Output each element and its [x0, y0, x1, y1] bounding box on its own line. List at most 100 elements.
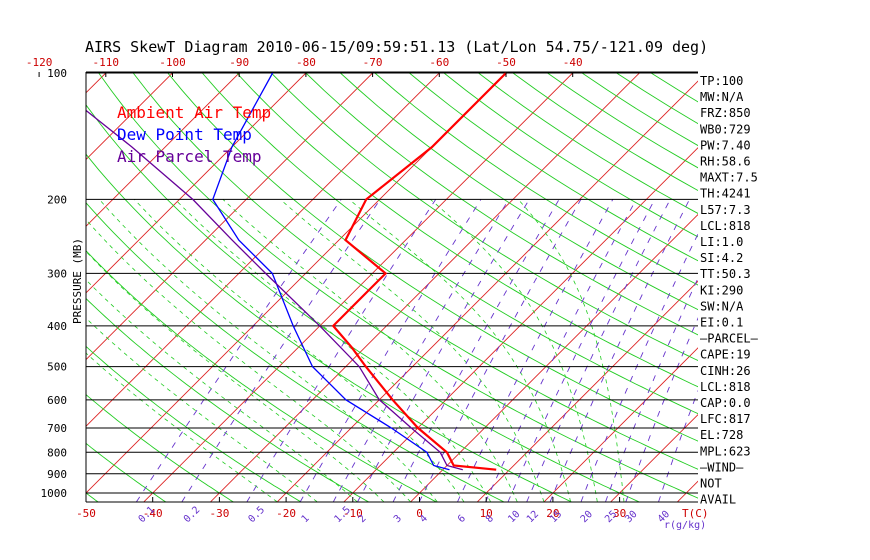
- pressure-tick-label: 100: [47, 67, 67, 80]
- mixing-ratio-line: [580, 232, 698, 502]
- dry-adiabat-line: [97, 72, 698, 499]
- mixing-ratio-line: [357, 199, 530, 502]
- bottom-temp-label: -40: [143, 507, 163, 520]
- pressure-tick-label: 200: [47, 193, 67, 206]
- moist-adiabat-line: [222, 199, 518, 502]
- isotherm-line: [86, 72, 375, 361]
- isotherm-line: [744, 54, 870, 502]
- isotherm-line: [86, 72, 241, 227]
- moist-adiabat-line: [86, 317, 318, 502]
- dry-adiabat-line: [304, 72, 698, 336]
- bottom-temp-label: -30: [209, 507, 229, 520]
- dry-adiabat-line: [86, 442, 166, 502]
- isotherm-line: [543, 347, 698, 502]
- top-temp-label: -120: [26, 56, 53, 69]
- isotherm-line: [86, 72, 308, 294]
- isotherm-line: [276, 80, 698, 502]
- stability-index-label: SI:4.2: [700, 251, 743, 265]
- stability-index-label: CAPE:19: [700, 348, 751, 362]
- stability-index-label: AVAIL: [700, 493, 736, 507]
- moist-adiabat-line: [86, 219, 411, 502]
- stability-index-label: KI:290: [700, 283, 743, 297]
- dry-adiabat-line: [545, 72, 698, 169]
- legend-parcel-temp: Air Parcel Temp: [117, 147, 262, 166]
- dry-adiabat-line: [407, 72, 698, 262]
- pressure-tick-label: 800: [47, 446, 67, 459]
- moist-adiabat-line: [86, 250, 385, 502]
- stability-index-label: RH:58.6: [700, 155, 751, 169]
- mixing-ratio-line: [457, 199, 614, 502]
- pressure-tick-label: 600: [47, 394, 67, 407]
- moist-adiabat-line: [174, 199, 491, 502]
- mixing-ratio-line: [246, 199, 437, 502]
- bottom-temp-label: -10: [343, 507, 363, 520]
- dry-adiabat-line: [131, 72, 698, 470]
- dry-adiabat-line: [269, 72, 698, 362]
- stability-index-label: LFC:817: [700, 412, 751, 426]
- ambient-temp-line: [331, 72, 507, 471]
- mixing-ratio-line: [181, 199, 381, 502]
- moist-adiabat-line: [86, 279, 358, 502]
- moist-adiabat-line: [517, 199, 625, 502]
- bottom-temp-label: 30: [613, 507, 626, 520]
- mixing-ratio-line: [418, 199, 582, 502]
- stability-index-label: NOT: [700, 477, 722, 491]
- stability-index-label: —PARCEL—: [700, 332, 759, 346]
- dry-adiabat-line: [86, 104, 640, 502]
- mixing-ratio-line: [605, 277, 698, 502]
- stability-index-label: CINH:26: [700, 364, 751, 378]
- moist-adiabat-line: [134, 199, 465, 502]
- mixing-ratio-line: [507, 199, 656, 502]
- mixing-ratio-label: 10: [506, 509, 522, 525]
- pressure-tick-label: 300: [47, 267, 67, 280]
- isotherm-line: [410, 213, 698, 502]
- stability-index-label: TP:100: [700, 74, 743, 88]
- y-axis-label: PRESSURE (MB): [71, 238, 84, 324]
- mixing-ratio-line: [526, 199, 671, 502]
- moist-adiabat-line: [280, 199, 545, 502]
- parcel-temp-line: [86, 109, 463, 471]
- top-temp-label: -40: [563, 56, 583, 69]
- mixing-ratio-line: [658, 389, 698, 502]
- stability-index-label: LCL:818: [700, 219, 751, 233]
- dry-adiabat-line: [373, 72, 698, 286]
- bottom-temp-label: 10: [480, 507, 493, 520]
- stability-index-label: LCL:818: [700, 380, 751, 394]
- dry-adiabat-line: [476, 72, 698, 214]
- stability-index-label: L57:7.3: [700, 203, 751, 217]
- dry-adiabat-line: [235, 72, 698, 388]
- mixing-ratio-line: [392, 199, 560, 502]
- mixing-ratio-label: 3: [392, 513, 404, 525]
- mixing-ratio-label: 8: [484, 513, 496, 525]
- stability-index-label: PW:7.40: [700, 138, 751, 152]
- mixing-ratio-line: [549, 199, 690, 502]
- top-temp-label: -70: [363, 56, 383, 69]
- dry-adiabat-line: [86, 202, 505, 502]
- stability-index-label: MPL:623: [700, 444, 751, 458]
- legend-dewpoint-temp: Dew Point Temp: [117, 125, 252, 144]
- mixing-ratio-line: [485, 199, 637, 502]
- stability-index-label: FRZ:850: [700, 106, 751, 120]
- stability-index-label: TT:50.3: [700, 267, 751, 281]
- chart-title: AIRS SkewT Diagram 2010-06-15/09:59:51.1…: [85, 38, 708, 56]
- mixing-ratio-label: 0.2: [182, 505, 203, 526]
- mixing-ratio-label: 0.5: [247, 505, 268, 526]
- stability-index-label: —WIND—: [700, 460, 744, 474]
- dry-adiabat-line: [86, 297, 369, 502]
- stability-index-label: CAP:0.0: [700, 396, 751, 410]
- pressure-tick-label: 900: [47, 468, 67, 481]
- isotherm-line: [476, 280, 698, 502]
- moist-adiabat-line: [348, 199, 572, 502]
- isotherm-line: [143, 72, 575, 502]
- mixing-ratio-unit-label: r(g/kg): [664, 520, 706, 531]
- mixing-ratio-label: 6: [456, 513, 468, 525]
- bottom-temp-label: -50: [76, 507, 96, 520]
- top-temp-label: -60: [429, 56, 449, 69]
- stability-index-label: LI:1.0: [700, 235, 743, 249]
- moist-adiabat-line: [86, 352, 278, 502]
- stability-index-label: EL:728: [700, 428, 743, 442]
- dry-adiabat-line: [86, 394, 234, 502]
- moist-adiabat-line: [99, 199, 438, 502]
- mixing-ratio-label: 20: [579, 509, 595, 525]
